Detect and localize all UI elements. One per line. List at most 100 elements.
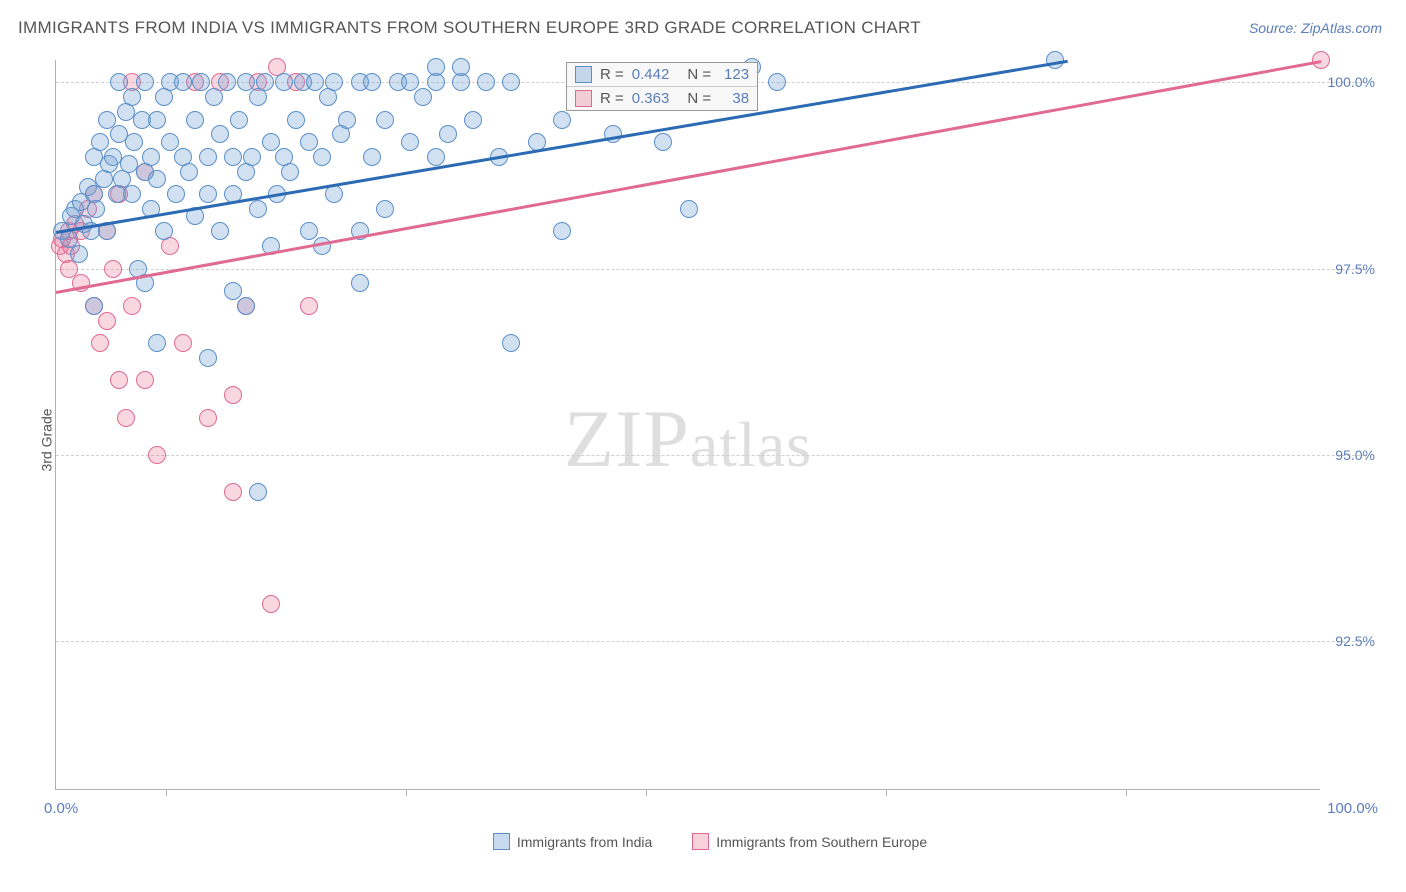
data-point-pink: [199, 409, 217, 427]
data-point-pink: [262, 595, 280, 613]
data-point-blue: [464, 111, 482, 129]
gridline: [56, 269, 1365, 270]
data-point-blue: [167, 185, 185, 203]
gridline: [56, 455, 1365, 456]
data-point-blue: [338, 111, 356, 129]
data-point-blue: [186, 111, 204, 129]
data-point-pink: [148, 446, 166, 464]
y-tick-label: 95.0%: [1325, 447, 1375, 463]
data-point-blue: [224, 148, 242, 166]
data-point-blue: [199, 148, 217, 166]
stat-r-value: 0.442: [632, 66, 670, 83]
data-point-blue: [192, 73, 210, 91]
data-point-blue: [452, 58, 470, 76]
data-point-blue: [174, 73, 192, 91]
data-point-blue: [363, 73, 381, 91]
stats-swatch-blue: [575, 66, 592, 83]
plot-area: ZIPatlas 100.0%97.5%95.0%92.5%0.0%100.0%…: [55, 60, 1320, 790]
data-point-blue: [654, 133, 672, 151]
data-point-blue: [553, 222, 571, 240]
data-point-blue: [306, 73, 324, 91]
data-point-blue: [218, 73, 236, 91]
data-point-blue: [604, 125, 622, 143]
source-name: ZipAtlas.com: [1301, 20, 1382, 36]
data-point-blue: [85, 297, 103, 315]
data-point-blue: [477, 73, 495, 91]
data-point-blue: [502, 73, 520, 91]
data-point-blue: [237, 73, 255, 91]
stat-n-label: N =: [687, 66, 711, 83]
stat-r-value: 0.363: [632, 90, 670, 107]
data-point-pink: [60, 260, 78, 278]
data-point-blue: [205, 88, 223, 106]
data-point-blue: [224, 282, 242, 300]
data-point-blue: [325, 185, 343, 203]
data-point-pink: [174, 334, 192, 352]
data-point-pink: [1312, 51, 1330, 69]
data-point-blue: [414, 88, 432, 106]
stat-n-value: 123: [719, 66, 749, 83]
data-point-blue: [98, 111, 116, 129]
data-point-blue: [680, 200, 698, 218]
data-point-blue: [256, 73, 274, 91]
x-axis-label-max: 100.0%: [1327, 800, 1378, 817]
data-point-blue: [211, 125, 229, 143]
data-point-pink: [91, 334, 109, 352]
data-point-blue: [243, 148, 261, 166]
chart-title: IMMIGRANTS FROM INDIA VS IMMIGRANTS FROM…: [18, 18, 921, 38]
data-point-blue: [142, 148, 160, 166]
data-point-blue: [313, 237, 331, 255]
stat-n-label: N =: [687, 90, 711, 107]
stat-n-value: 38: [719, 90, 749, 107]
stats-row-blue: R =0.442N =123: [567, 63, 757, 86]
y-tick-label: 100.0%: [1325, 74, 1375, 90]
data-point-pink: [224, 386, 242, 404]
data-point-blue: [125, 133, 143, 151]
stats-row-pink: R = 0.363 N = 38: [567, 86, 757, 110]
data-point-blue: [230, 111, 248, 129]
stat-r-label: R =: [600, 90, 624, 107]
stats-box: R = 0.442 N = 123 R = 0.363 N = 38: [566, 62, 758, 111]
data-point-blue: [199, 349, 217, 367]
data-point-blue: [275, 73, 293, 91]
data-point-pink: [104, 260, 122, 278]
data-point-blue: [427, 148, 445, 166]
x-tick: [646, 789, 647, 796]
data-point-blue: [287, 111, 305, 129]
data-point-blue: [313, 148, 331, 166]
source-attribution: Source: ZipAtlas.com: [1249, 20, 1382, 38]
chart-container: 3rd Grade ZIPatlas 100.0%97.5%95.0%92.5%…: [55, 60, 1365, 820]
source-prefix: Source:: [1249, 20, 1301, 36]
data-point-blue: [87, 200, 105, 218]
data-point-blue: [148, 334, 166, 352]
data-point-blue: [136, 73, 154, 91]
data-point-blue: [148, 111, 166, 129]
bottom-legend: Immigrants from India Immigrants from So…: [55, 833, 1365, 850]
data-point-blue: [351, 274, 369, 292]
data-point-pink: [300, 297, 318, 315]
watermark-part1: ZIP: [564, 393, 690, 484]
data-point-pink: [123, 297, 141, 315]
data-point-blue: [401, 133, 419, 151]
y-tick-label: 97.5%: [1325, 261, 1375, 277]
data-point-pink: [98, 312, 116, 330]
data-point-blue: [502, 334, 520, 352]
x-axis-label-min: 0.0%: [44, 800, 78, 817]
y-axis-title: 3rd Grade: [39, 408, 55, 471]
data-point-blue: [300, 222, 318, 240]
data-point-blue: [768, 73, 786, 91]
data-point-blue: [110, 73, 128, 91]
x-tick: [406, 789, 407, 796]
data-point-blue: [281, 163, 299, 181]
data-point-blue: [199, 185, 217, 203]
data-point-blue: [363, 148, 381, 166]
legend-label-pink: Immigrants from Southern Europe: [716, 834, 927, 850]
data-point-blue: [180, 163, 198, 181]
data-point-blue: [401, 73, 419, 91]
legend-swatch-pink: [692, 833, 709, 850]
data-point-blue: [91, 133, 109, 151]
data-point-blue: [427, 58, 445, 76]
data-point-blue: [376, 200, 394, 218]
x-tick: [886, 789, 887, 796]
watermark: ZIPatlas: [564, 392, 812, 486]
